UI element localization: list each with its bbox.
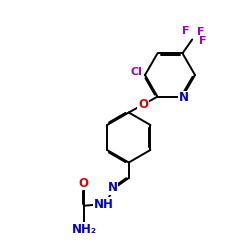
Text: Cl: Cl (130, 67, 142, 77)
Text: O: O (78, 177, 88, 190)
Text: NH₂: NH₂ (72, 222, 97, 235)
Text: N: N (179, 92, 189, 104)
Text: F: F (182, 26, 189, 36)
Text: F: F (197, 28, 205, 38)
Text: NH: NH (94, 198, 114, 211)
Text: F: F (199, 36, 206, 46)
Text: O: O (138, 98, 148, 111)
Text: N: N (108, 181, 118, 194)
